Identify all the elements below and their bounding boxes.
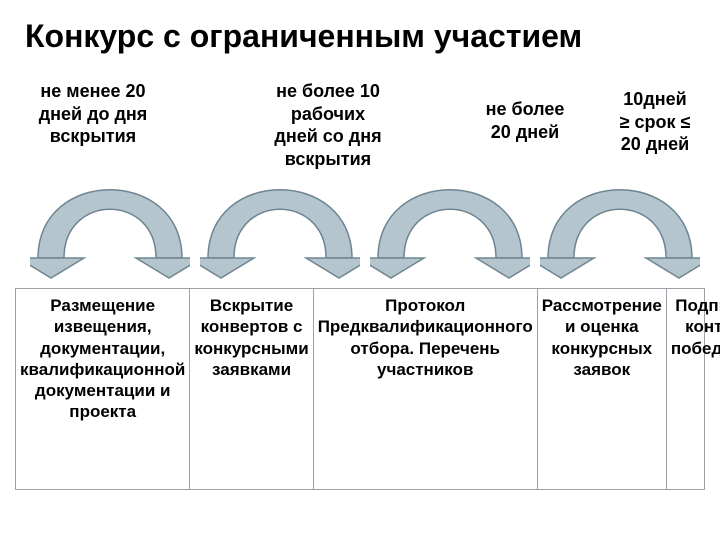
stage-4: Подписание контракта победителем <box>667 289 720 489</box>
stage-0: Размещение извещения, документации, квал… <box>16 289 190 489</box>
top-label-1: не более 10рабочихдней со днявскрытия <box>248 80 408 170</box>
top-label-3: 10дней≥ срок ≤20 дней <box>605 88 705 156</box>
stage-1: Вскрытие конвертов с конкурсными заявкам… <box>190 289 313 489</box>
page-title: Конкурс с ограниченным участием <box>0 0 720 55</box>
top-label-2: не более20 дней <box>470 98 580 143</box>
stages-row: Размещение извещения, документации, квал… <box>15 288 705 490</box>
stage-3: Рассмотрение и оценка конкурсных заявок <box>538 289 667 489</box>
arrows-container <box>0 165 720 285</box>
top-label-0: не менее 20дней до днявскрытия <box>18 80 168 148</box>
stage-2: Протокол Предквалификационного отбора. П… <box>314 289 538 489</box>
